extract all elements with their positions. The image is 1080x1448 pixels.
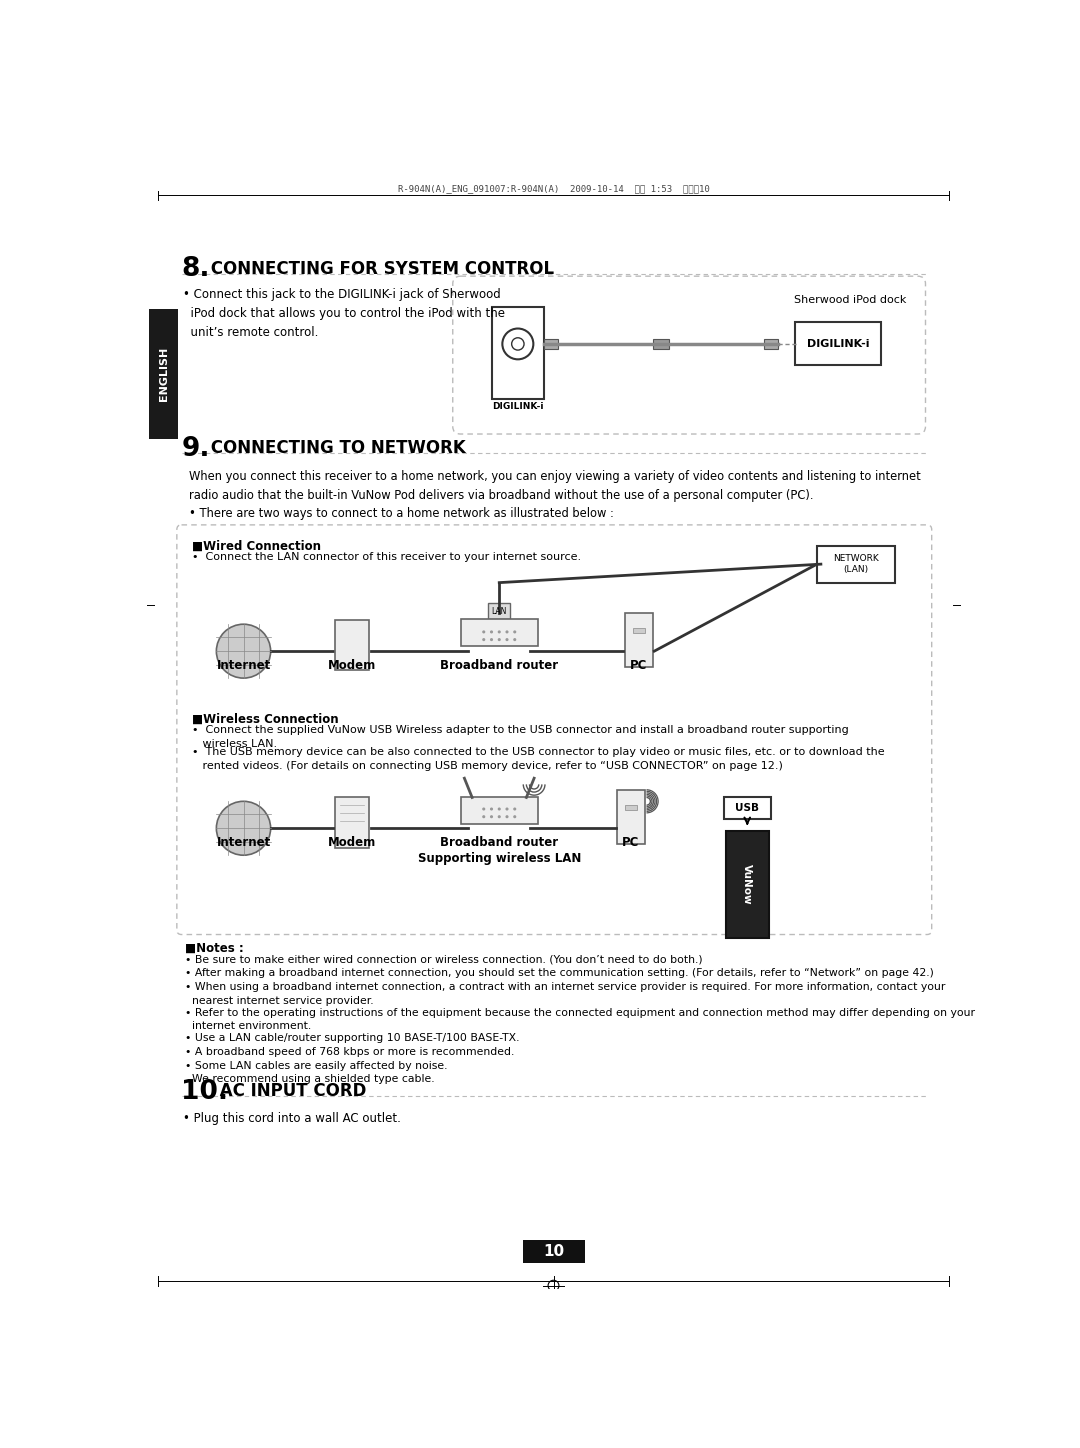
Text: PC: PC: [630, 659, 647, 672]
Text: 8.: 8.: [181, 256, 210, 282]
Circle shape: [490, 815, 494, 818]
Circle shape: [498, 815, 501, 818]
Bar: [726, 831, 769, 938]
Circle shape: [513, 639, 516, 641]
Text: R-904N(A)_ENG_091007:R-904N(A)  2009-10-14  오후 1:53  페이지10: R-904N(A)_ENG_091007:R-904N(A) 2009-10-1…: [397, 184, 710, 194]
Circle shape: [482, 639, 485, 641]
Text: Internet: Internet: [216, 659, 271, 672]
Text: •  The USB memory device can be also connected to the USB connector to play vide: • The USB memory device can be also conn…: [192, 747, 885, 772]
Text: Modem: Modem: [328, 835, 376, 849]
Text: • Connect this jack to the DIGILINK-i jack of Sherwood
  iPod dock that allows y: • Connect this jack to the DIGILINK-i ja…: [183, 288, 505, 339]
Text: 10.: 10.: [181, 1079, 229, 1105]
Text: Broadband router
Supporting wireless LAN: Broadband router Supporting wireless LAN: [418, 835, 581, 864]
Text: DIGILINK-i: DIGILINK-i: [807, 339, 869, 349]
Bar: [625, 613, 652, 666]
Circle shape: [513, 630, 516, 633]
Bar: [724, 798, 770, 820]
Text: • When using a broadband internet connection, a contract with an internet servic: • When using a broadband internet connec…: [186, 982, 946, 1006]
Text: 10: 10: [543, 1244, 564, 1260]
Text: •  Connect the LAN connector of this receiver to your internet source.: • Connect the LAN connector of this rece…: [192, 552, 581, 562]
Bar: [816, 546, 894, 582]
Text: ■Notes :: ■Notes :: [186, 943, 244, 956]
Text: •  Connect the supplied VuNow USB Wireless adapter to the USB connector and inst: • Connect the supplied VuNow USB Wireles…: [192, 725, 849, 749]
Circle shape: [505, 639, 509, 641]
Bar: [460, 798, 538, 824]
Bar: [617, 789, 645, 844]
Text: LAN: LAN: [491, 607, 507, 615]
Circle shape: [513, 808, 516, 811]
Bar: [765, 339, 779, 349]
FancyBboxPatch shape: [453, 277, 926, 434]
Text: Sherwood iPod dock: Sherwood iPod dock: [794, 295, 906, 306]
Text: 9.: 9.: [181, 436, 210, 462]
Text: AC INPUT CORD: AC INPUT CORD: [214, 1082, 366, 1100]
Bar: [653, 339, 669, 349]
Circle shape: [482, 808, 485, 811]
Circle shape: [498, 808, 501, 811]
Text: • Refer to the operating instructions of the equipment because the connected equ: • Refer to the operating instructions of…: [186, 1008, 975, 1031]
Bar: [523, 1239, 584, 1263]
Circle shape: [482, 630, 485, 633]
Circle shape: [513, 815, 516, 818]
Text: • Use a LAN cable/router supporting 10 BASE-T/100 BASE-TX.: • Use a LAN cable/router supporting 10 B…: [186, 1032, 519, 1043]
Circle shape: [498, 639, 501, 641]
Circle shape: [505, 815, 509, 818]
Text: PC: PC: [622, 835, 639, 849]
Bar: [460, 618, 538, 646]
Text: ■Wireless Connection: ■Wireless Connection: [192, 712, 339, 725]
Text: CONNECTING TO NETWORK: CONNECTING TO NETWORK: [205, 439, 465, 458]
Text: DIGILINK-i: DIGILINK-i: [492, 401, 543, 411]
Circle shape: [490, 639, 494, 641]
Text: • A broadband speed of 768 kbps or more is recommended.: • A broadband speed of 768 kbps or more …: [186, 1047, 515, 1057]
Bar: [335, 620, 369, 670]
Text: • After making a broadband internet connection, you should set the communication: • After making a broadband internet conn…: [186, 969, 934, 979]
Bar: [149, 308, 178, 439]
Text: ■Wired Connection: ■Wired Connection: [192, 540, 322, 553]
Bar: [633, 628, 645, 633]
Text: Modem: Modem: [328, 659, 376, 672]
Bar: [335, 798, 369, 847]
Circle shape: [490, 808, 494, 811]
Circle shape: [505, 808, 509, 811]
Text: When you connect this receiver to a home network, you can enjoy viewing a variet: When you connect this receiver to a home…: [189, 471, 921, 520]
Text: USB: USB: [735, 804, 759, 814]
Text: ENGLISH: ENGLISH: [159, 348, 168, 401]
Circle shape: [216, 801, 271, 856]
Bar: [625, 805, 637, 809]
Text: CONNECTING FOR SYSTEM CONTROL: CONNECTING FOR SYSTEM CONTROL: [205, 261, 554, 278]
Text: NETWORK
(LAN): NETWORK (LAN): [833, 555, 879, 575]
Bar: [795, 323, 880, 365]
Bar: [488, 604, 510, 618]
Text: • Some LAN cables are easily affected by noise.
  We recommend using a shielded : • Some LAN cables are easily affected by…: [186, 1061, 448, 1085]
Bar: [544, 339, 558, 349]
Text: VuNow: VuNow: [742, 864, 753, 905]
Bar: [491, 307, 544, 400]
Text: • Be sure to make either wired connection or wireless connection. (You don’t nee: • Be sure to make either wired connectio…: [186, 954, 703, 964]
Circle shape: [498, 630, 501, 633]
Text: • Plug this cord into a wall AC outlet.: • Plug this cord into a wall AC outlet.: [183, 1112, 401, 1125]
Circle shape: [482, 815, 485, 818]
Text: Broadband router: Broadband router: [441, 659, 558, 672]
Circle shape: [216, 624, 271, 678]
FancyBboxPatch shape: [177, 524, 932, 934]
Text: Internet: Internet: [216, 835, 271, 849]
Circle shape: [490, 630, 494, 633]
Circle shape: [505, 630, 509, 633]
